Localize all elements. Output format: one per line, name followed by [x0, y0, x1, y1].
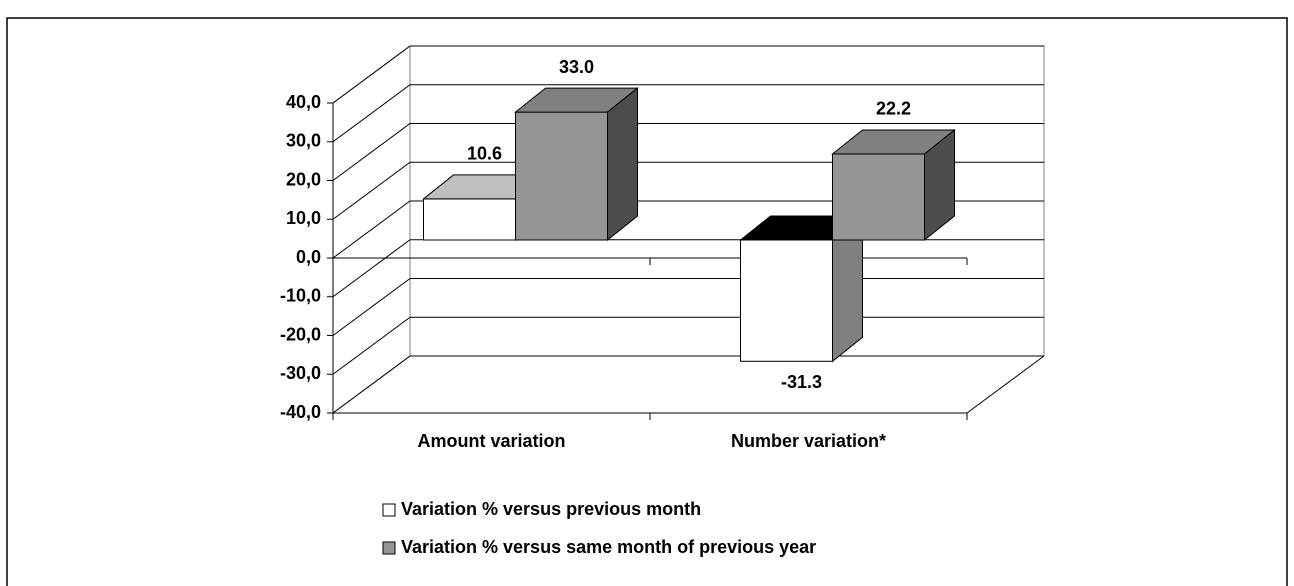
y-tick-label: 40,0 — [286, 92, 321, 112]
y-tick-label: 20,0 — [286, 169, 321, 189]
bar — [514, 87, 639, 242]
data-label: 33.0 — [559, 57, 594, 77]
data-label: -31.3 — [781, 372, 822, 392]
bar-front — [740, 239, 833, 362]
grid-line — [332, 123, 411, 181]
grid-line — [332, 239, 411, 298]
bar-front — [423, 198, 516, 241]
y-tick-label: -10,0 — [280, 286, 321, 306]
legend-swatch — [382, 541, 396, 555]
bar-front — [515, 111, 608, 241]
y-tick-label: 10,0 — [286, 208, 321, 228]
data-label: 10.6 — [467, 144, 502, 164]
legend-swatch — [382, 503, 396, 517]
grid-line — [332, 161, 411, 220]
y-tick-label: 30,0 — [286, 131, 321, 151]
y-tick-label: -40,0 — [280, 402, 321, 422]
bar-side — [607, 87, 638, 242]
y-tick-label: 0,0 — [296, 247, 321, 267]
data-label: 22.2 — [876, 99, 911, 119]
x-tick-label: Number variation* — [731, 431, 886, 451]
floor-right — [966, 355, 1045, 414]
grid-line — [332, 200, 411, 259]
grid-line — [332, 355, 411, 414]
grid-line — [332, 45, 411, 104]
grid-line — [332, 84, 411, 143]
grid-line — [332, 316, 411, 375]
bar-front — [832, 153, 925, 241]
legend-label: Variation % versus previous month — [401, 499, 701, 519]
grid-line — [332, 278, 411, 336]
y-tick-label: -20,0 — [280, 324, 321, 344]
legend-label: Variation % versus same month of previou… — [401, 537, 816, 557]
y-tick-label: -30,0 — [280, 363, 321, 383]
bar — [831, 128, 956, 242]
x-tick-label: Amount variation — [417, 431, 565, 451]
bar-side — [924, 128, 955, 242]
